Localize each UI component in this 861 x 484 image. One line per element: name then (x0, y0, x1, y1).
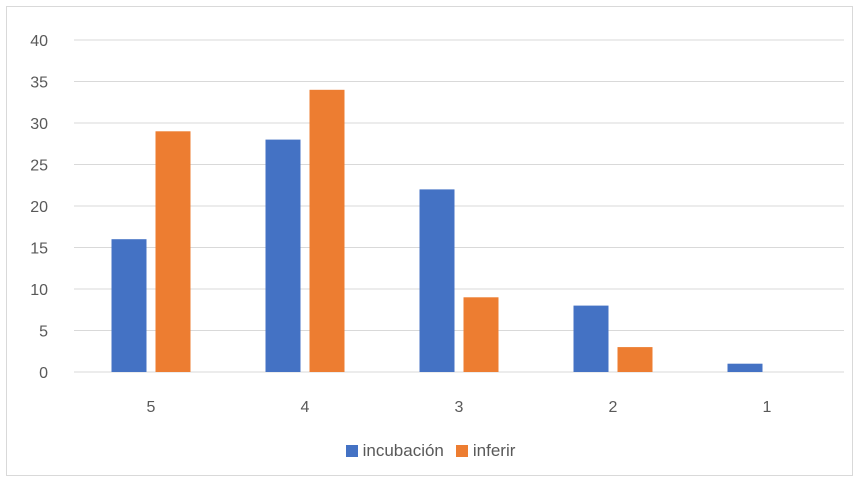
legend-label-inferir: inferir (473, 441, 516, 461)
legend-item-incubacion: incubación (346, 441, 444, 461)
bar-incubación-4 (266, 140, 301, 372)
y-tick-label: 20 (30, 199, 48, 216)
bar-incubación-5 (112, 239, 147, 372)
legend-swatch-inferir (456, 445, 468, 457)
bar-inferir-4 (310, 90, 345, 372)
x-tick-label: 2 (609, 399, 618, 416)
y-tick-label: 5 (39, 324, 48, 341)
x-axis: 5 4 3 2 1 (147, 399, 772, 416)
y-tick-label: 40 (30, 33, 48, 50)
y-tick-label: 25 (30, 158, 48, 175)
bars (112, 90, 763, 372)
y-tick-label: 10 (30, 282, 48, 299)
bar-inferir-5 (156, 131, 191, 372)
bar-incubación-2 (574, 306, 609, 372)
x-tick-label: 1 (763, 399, 772, 416)
x-tick-label: 5 (147, 399, 156, 416)
legend: incubación inferir (0, 441, 861, 461)
legend-item-inferir: inferir (456, 441, 516, 461)
bar-incubación-3 (420, 189, 455, 372)
bar-inferir-3 (464, 297, 499, 372)
legend-label-incubacion: incubación (363, 441, 444, 461)
x-tick-label: 3 (455, 399, 464, 416)
bar-inferir-2 (618, 347, 653, 372)
y-tick-label: 15 (30, 241, 48, 258)
legend-swatch-incubacion (346, 445, 358, 457)
y-tick-label: 35 (30, 75, 48, 92)
x-tick-label: 4 (301, 399, 310, 416)
bar-incubación-1 (728, 364, 763, 372)
y-axis: 0 5 10 15 20 25 30 35 40 (30, 33, 48, 382)
y-tick-label: 0 (39, 365, 48, 382)
y-tick-label: 30 (30, 116, 48, 133)
